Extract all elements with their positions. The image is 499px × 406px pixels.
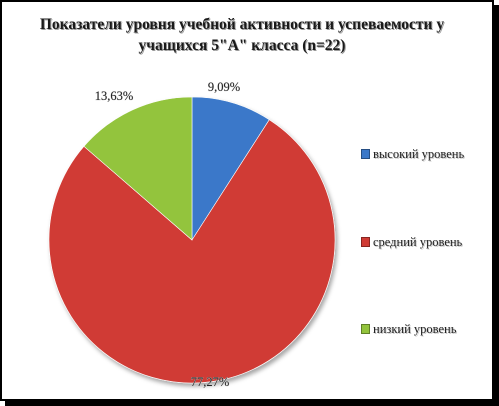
legend-item-high: высокий уровень — [361, 146, 464, 162]
legend-item-medium: средний уровень — [361, 234, 462, 250]
pie-chart: 9,09% 77,27% 13,63% — [48, 80, 336, 390]
chart-title-line-1: Показатели уровня учебной активности и у… — [39, 16, 445, 33]
legend-item-low: низкий уровень — [361, 321, 456, 337]
data-label-medium: 77,27% — [191, 375, 230, 389]
legend-swatch-high — [361, 149, 370, 159]
chart-title-line-2: учащихся 5"А" класса (n=22) — [138, 37, 346, 54]
pie-slice-high — [191, 96, 270, 242]
pie-slices — [48, 96, 336, 384]
pie-slice-low — [83, 96, 193, 241]
legend-label-high: высокий уровень — [373, 146, 465, 161]
chart-title: Показатели уровня учебной активности и у… — [32, 14, 452, 56]
pie-slice-medium — [48, 119, 336, 384]
data-label-low: 13,63% — [95, 89, 134, 103]
data-label-high: 9,09% — [208, 80, 240, 94]
legend-swatch-medium — [361, 237, 370, 247]
legend-swatch-low — [361, 324, 370, 334]
legend-label-medium: средний уровень — [373, 234, 463, 249]
chart-frame: Показатели уровня учебной активности и у… — [0, 0, 494, 401]
legend-label-low: низкий уровень — [373, 321, 457, 336]
pie-labels: 9,09% 77,27% 13,63% — [94, 80, 240, 390]
